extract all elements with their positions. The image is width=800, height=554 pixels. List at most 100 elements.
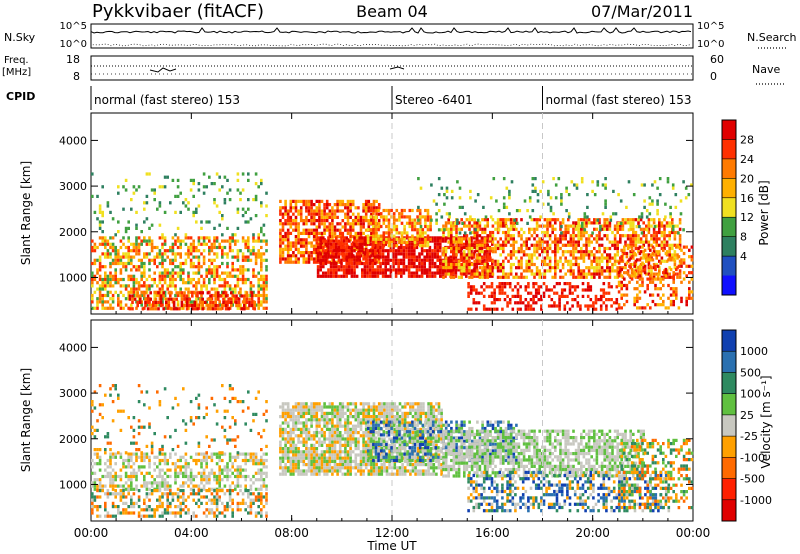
power-cell: [499, 269, 502, 273]
power-cell: [633, 271, 636, 275]
freq-tick-top: 18: [66, 53, 80, 66]
velocity-cell: [158, 501, 162, 505]
power-cell: [382, 221, 386, 225]
power-cell: [447, 272, 450, 276]
power-cell: [289, 260, 293, 264]
power-cell: [676, 243, 679, 247]
power-cell: [180, 300, 184, 304]
power-cell: [664, 215, 667, 219]
power-cell: [632, 218, 635, 222]
power-cell: [130, 249, 133, 253]
velocity-cell: [93, 487, 97, 491]
power-cell: [678, 240, 682, 244]
power-cell: [184, 281, 188, 285]
power-cell: [332, 242, 335, 246]
power-cell: [560, 291, 564, 295]
power-cell: [312, 209, 316, 213]
power-cell: [480, 261, 484, 266]
power-cell: [655, 237, 658, 241]
velocity-cell: [104, 474, 107, 479]
power-cell: [659, 277, 662, 281]
power-cell: [625, 255, 629, 259]
power-cell: [353, 268, 356, 272]
power-cell: [170, 291, 173, 295]
power-cell: [385, 208, 388, 213]
velocity-cell: [213, 474, 216, 479]
power-cell: [135, 306, 138, 310]
power-cell: [208, 249, 211, 253]
velocity-cell: [254, 452, 258, 456]
power-cell: [553, 304, 556, 308]
power-cell: [348, 249, 351, 253]
power-cell: [616, 269, 619, 273]
power-cell: [450, 227, 453, 231]
power-cell: [431, 255, 434, 259]
power-cell: [141, 307, 145, 311]
power-cell: [637, 240, 640, 244]
power-cell: [307, 203, 311, 207]
power-cell: [394, 252, 398, 256]
power-cell: [577, 269, 580, 273]
power-cell: [213, 258, 216, 262]
power-cell: [632, 240, 635, 244]
power-cell: [210, 249, 214, 253]
power-cell: [430, 183, 433, 187]
power-cell: [101, 303, 104, 307]
power-cell: [169, 271, 172, 275]
power-cell: [663, 259, 666, 263]
power-cell: [647, 256, 651, 260]
power-cell: [237, 304, 241, 308]
power-cell: [470, 246, 474, 251]
power-cell: [328, 222, 332, 226]
power-cell: [363, 261, 367, 266]
power-cell: [554, 221, 557, 225]
velocity-cell: [176, 487, 180, 491]
power-cell: [130, 258, 133, 262]
power-cell: [468, 250, 471, 254]
power-cell: [91, 261, 94, 266]
power-cell: [200, 274, 203, 278]
power-cell: [302, 228, 306, 232]
power-cell: [322, 261, 325, 266]
velocity-cell: [150, 514, 154, 518]
velocity-cell: [98, 455, 102, 459]
power-cell: [602, 288, 606, 292]
power-cell: [96, 268, 99, 272]
power-cell: [379, 249, 382, 253]
power-cell: [230, 304, 233, 308]
power-cell: [454, 255, 458, 259]
power-cell: [528, 259, 531, 263]
power-cell: [153, 245, 156, 250]
power-cell: [316, 242, 320, 246]
power-cell: [688, 293, 691, 297]
power-cell: [626, 246, 630, 251]
power-cell: [626, 269, 630, 273]
power-cell: [167, 297, 171, 301]
power-cell: [286, 251, 290, 255]
power-cell: [335, 236, 338, 240]
power-cell: [104, 287, 107, 291]
power-cell: [284, 219, 287, 223]
power-cell: [318, 215, 321, 219]
power-cell: [645, 228, 649, 232]
velocity-cell: [130, 511, 133, 515]
power-cell: [257, 252, 260, 256]
power-cell: [576, 301, 580, 305]
power-cell: [632, 237, 635, 241]
power-cell: [376, 239, 380, 243]
power-cell: [392, 228, 396, 232]
power-cell: [206, 291, 210, 295]
power-cell: [531, 209, 535, 213]
power-cell: [297, 235, 300, 239]
power-cell: [236, 178, 240, 182]
power-cell: [452, 268, 455, 272]
power-cell: [135, 188, 138, 192]
power-cell: [346, 219, 350, 223]
power-cell: [392, 236, 395, 240]
power-cell: [284, 209, 287, 213]
power-cell: [374, 252, 377, 256]
power-cell: [254, 293, 258, 298]
power-cell: [392, 239, 395, 243]
velocity-cell: [202, 452, 206, 456]
power-cell: [284, 203, 287, 207]
